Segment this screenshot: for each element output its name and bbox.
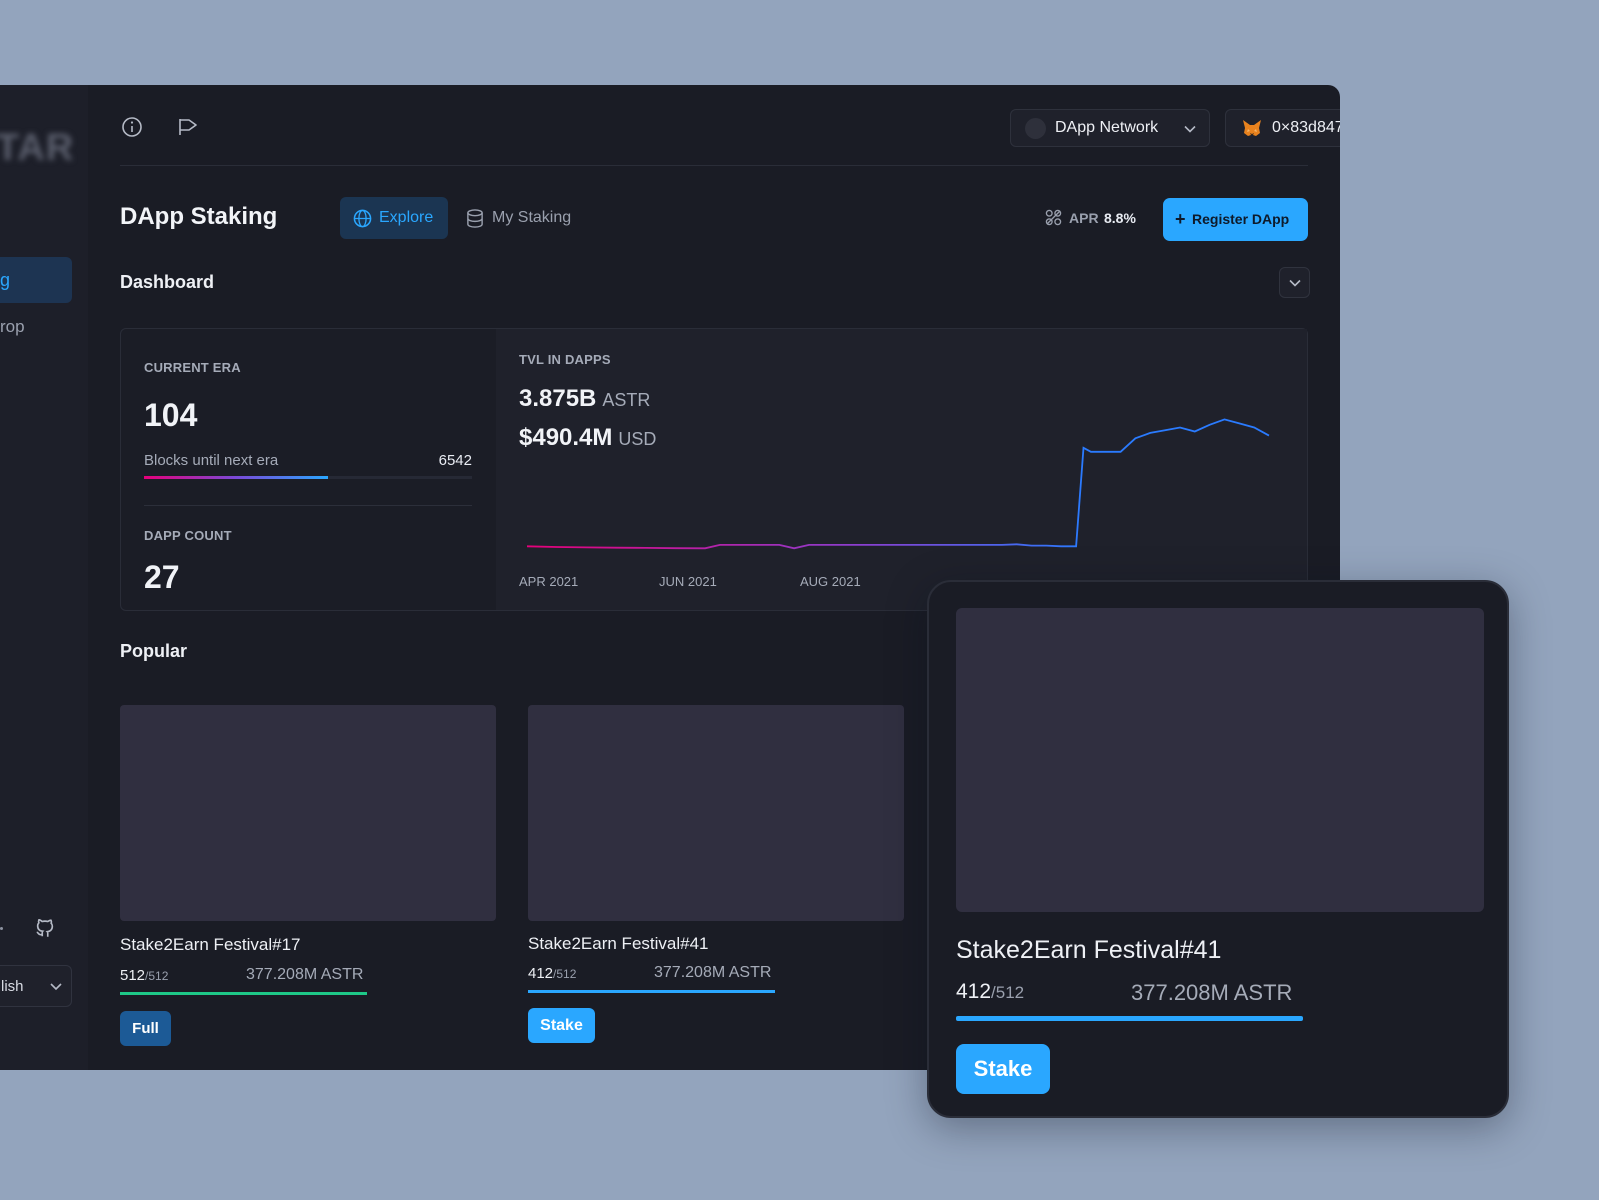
era-progress-bar	[144, 476, 472, 479]
percent-badge-icon	[1045, 209, 1062, 226]
plus-icon: +	[1175, 209, 1186, 229]
tvl-line-chart: APR 2021 JUN 2021 AUG 2021	[519, 418, 1270, 589]
stakers-count: 412	[528, 965, 554, 982]
tvl-series-line	[526, 418, 1270, 550]
current-era-label: CURRENT ERA	[144, 360, 241, 375]
info-icon[interactable]	[120, 115, 144, 139]
sidebar-item-active[interactable]: g	[0, 257, 72, 303]
chevron-down-icon	[1184, 125, 1196, 133]
tvl-usd: $490.4M USD	[519, 424, 656, 452]
divider	[144, 505, 472, 506]
dapp-card-name: Stake2Earn Festival#17	[120, 935, 301, 954]
language-label: lish	[1, 978, 24, 995]
language-select[interactable]: lish	[0, 965, 72, 1007]
dapp-card-amount: 377.208M ASTR	[654, 964, 772, 981]
stakers-count: 512	[120, 967, 146, 984]
dashboard-panel: CURRENT ERA 104 Blocks until next era 65…	[120, 328, 1308, 611]
chevron-down-icon	[50, 983, 62, 991]
tvl-chart-area: TVL IN DAPPS 3.875B ASTR $490.4M USD APR 2…	[496, 329, 1307, 610]
dapp-card-amount: 377.208M ASTR	[246, 966, 364, 983]
tab-my-staking[interactable]: My Staking	[458, 197, 588, 239]
stakers-max: /512	[553, 967, 577, 981]
popular-title: Popular	[120, 641, 188, 661]
tvl-astr-value: 3.875B	[519, 385, 597, 412]
dapp-card-name: Stake2Earn Festival#41	[528, 934, 709, 953]
wallet-select[interactable]: 0×83d8473......	[1225, 109, 1340, 147]
dapp-card-stakers: 512/512	[120, 967, 168, 984]
dapp-card-zoomed[interactable]: Stake2Earn Festival#41 412/512 377.208M …	[927, 580, 1509, 1118]
dapp-card[interactable]: Stake2Earn Festival#17 512/512 377.208M …	[120, 705, 496, 1046]
dapp-card[interactable]: Stake2Earn Festival#41 412/512 377.208M …	[528, 705, 904, 1043]
tvl-label: TVL IN DAPPS	[519, 352, 611, 367]
network-select[interactable]: DApp Network	[1010, 109, 1210, 147]
tab-explore[interactable]: Explore	[340, 197, 448, 239]
dapp-card-image	[120, 705, 496, 921]
era-progress-fill	[144, 476, 328, 479]
apr-label: APR	[1069, 210, 1099, 226]
dashboard-collapse-button[interactable]	[1279, 267, 1310, 298]
x-tick-label: AUG 2021	[800, 574, 861, 589]
dapp-card-image	[528, 705, 904, 921]
sidebar: TAR g rop lish	[0, 85, 88, 1070]
dapp-card-name: Stake2Earn Festival#41	[956, 936, 1222, 964]
sidebar-item[interactable]: rop	[0, 317, 25, 336]
wallet-address: 0×83d8473......	[1272, 119, 1340, 136]
chevron-down-icon	[1289, 279, 1301, 287]
dapp-count-label: DAPP COUNT	[144, 528, 232, 543]
network-icon	[1025, 118, 1046, 139]
page-title: DApp Staking	[120, 203, 278, 230]
megaphone-icon[interactable]	[176, 115, 200, 139]
network-label: DApp Network	[1055, 119, 1159, 136]
dashboard-title: Dashboard	[120, 272, 215, 292]
current-era-value: 104	[144, 397, 198, 433]
stakers-max: /512	[145, 969, 169, 983]
blocks-value: 6542	[438, 452, 472, 469]
tvl-astr-unit: ASTR	[602, 390, 651, 410]
database-icon	[467, 209, 483, 228]
x-tick-label: APR 2021	[519, 574, 578, 589]
stake-button[interactable]: Stake	[956, 1044, 1050, 1094]
github-icon[interactable]	[34, 917, 56, 939]
register-dapp-button[interactable]: + Register DApp	[1163, 198, 1308, 241]
blocks-label: Blocks until next era	[144, 452, 279, 469]
dapp-card-stakers: 412/512	[956, 980, 1024, 1004]
app-window: TAR g rop lish DApp Network	[0, 85, 1340, 1070]
stakers-count: 412	[956, 980, 992, 1003]
era-stats: CURRENT ERA 104 Blocks until next era 65…	[121, 329, 496, 610]
dapp-count-value: 27	[144, 559, 180, 595]
x-tick-label: JUN 2021	[659, 574, 717, 589]
register-label: Register DApp	[1192, 211, 1290, 227]
sidebar-item-label: g	[0, 270, 11, 290]
tvl-astr: 3.875B ASTR	[519, 385, 650, 413]
tab-label: Explore	[379, 209, 434, 226]
stake-button[interactable]: Stake	[528, 1008, 595, 1043]
tvl-usd-value: $490.4M	[519, 424, 613, 451]
dapp-card-progress	[956, 1016, 1303, 1021]
app-logo: TAR	[0, 127, 75, 169]
full-button[interactable]: Full	[120, 1011, 171, 1046]
dapp-card-progress	[528, 990, 775, 993]
dapp-card-stakers: 412/512	[528, 965, 576, 982]
apr-value: 8.8%	[1104, 210, 1136, 226]
dapp-card-progress	[120, 992, 367, 995]
metamask-fox-icon	[1243, 120, 1261, 136]
dot-icon	[0, 927, 3, 930]
tvl-usd-unit: USD	[618, 429, 657, 449]
tab-label: My Staking	[492, 209, 572, 226]
top-bar: DApp Network 0×83d8473......	[120, 85, 1340, 166]
globe-icon	[353, 209, 372, 228]
dapp-card-image	[956, 608, 1484, 912]
stakers-max: /512	[991, 983, 1025, 1002]
dapp-card-amount: 377.208M ASTR	[1131, 980, 1293, 1005]
